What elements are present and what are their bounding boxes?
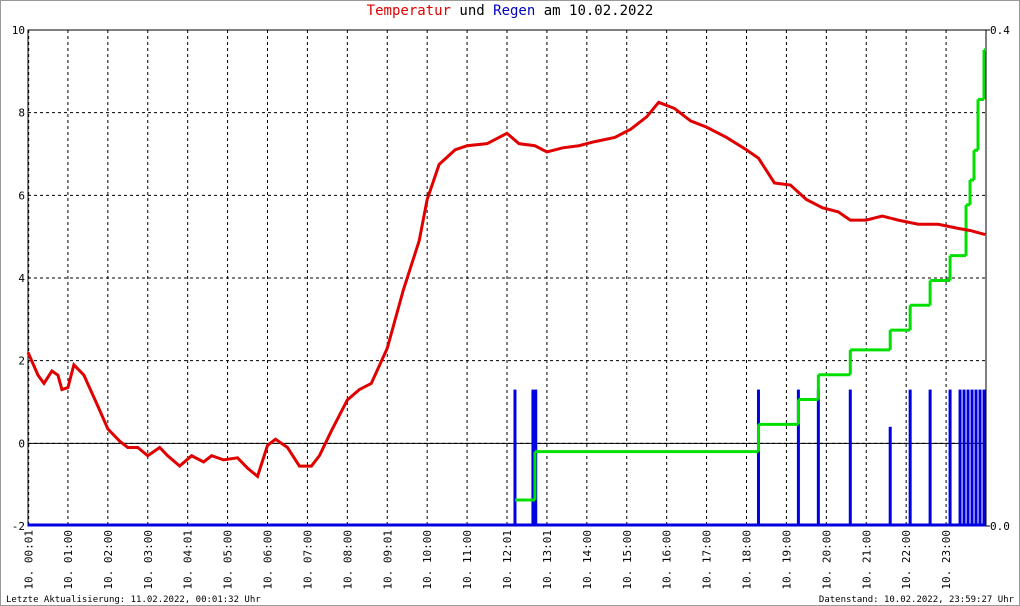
rain-bar bbox=[978, 389, 982, 526]
title-part: Regen bbox=[493, 3, 535, 19]
rain-bar bbox=[974, 389, 978, 526]
title-part: am 10.02.2022 bbox=[544, 3, 654, 19]
x-tick-label: 10. 01:00 bbox=[62, 530, 75, 590]
x-tick-label: 10. 22:00 bbox=[900, 530, 913, 590]
x-tick-label: 10. 09:01 bbox=[381, 530, 394, 590]
rain-bar bbox=[908, 389, 912, 526]
y-tick-label: 4 bbox=[18, 272, 25, 285]
x-tick-label: 10. 04:01 bbox=[182, 530, 195, 590]
x-tick-label: 10. 05:00 bbox=[222, 530, 235, 590]
x-tick-label: 10. 07:00 bbox=[301, 530, 314, 590]
x-tick-label: 10. 03:00 bbox=[142, 530, 155, 590]
x-tick-label: 10. 06:00 bbox=[262, 530, 275, 590]
x-tick-label: 10. 12:01 bbox=[501, 530, 514, 590]
x-tick-label: 10. 17:00 bbox=[701, 530, 714, 590]
y-tick-label: 10 bbox=[12, 24, 25, 37]
title-part: Temperatur bbox=[367, 3, 451, 19]
y-tick-label: 2 bbox=[18, 355, 25, 368]
x-tick-label: 10. 10:00 bbox=[421, 530, 434, 590]
x-tick-label: 10. 18:00 bbox=[741, 530, 754, 590]
footer-left: Letzte Aktualisierung: 11.02.2022, 00:01… bbox=[6, 595, 261, 605]
y-tick-label: 6 bbox=[18, 189, 25, 202]
temperature-line bbox=[26, 100, 986, 479]
y2-tick-label: 0.0 bbox=[990, 520, 1010, 533]
x-tick-label: 10. 00:01 bbox=[23, 530, 36, 590]
rain-bar bbox=[756, 389, 760, 526]
x-tick-label: 10. 23:00 bbox=[940, 530, 953, 590]
y-tick-label: -2 bbox=[12, 520, 25, 533]
x-tick-label: 10. 11:00 bbox=[461, 530, 474, 590]
x-tick-label: 10. 02:00 bbox=[102, 530, 115, 590]
x-tick-label: 10. 16:00 bbox=[661, 530, 674, 590]
y2-tick-label: 0.4 bbox=[990, 24, 1010, 37]
x-tick-label: 10. 19:00 bbox=[780, 530, 793, 590]
x-tick-label: 10. 08:00 bbox=[341, 530, 354, 590]
x-tick-label: 10. 20:00 bbox=[820, 530, 833, 590]
rain-bar bbox=[966, 389, 970, 526]
rain-bar bbox=[848, 389, 852, 526]
rain-bar bbox=[928, 389, 932, 526]
footer-right: Datenstand: 10.02.2022, 23:59:27 Uhr bbox=[819, 595, 1015, 605]
x-tick-label: 10. 13:01 bbox=[541, 530, 554, 590]
rain-bar bbox=[962, 389, 966, 526]
x-tick-label: 10. 14:00 bbox=[581, 530, 594, 590]
y-tick-label: 0 bbox=[18, 437, 25, 450]
x-tick-label: 10. 15:00 bbox=[621, 530, 634, 590]
rain-bar bbox=[970, 389, 974, 526]
rain-bar bbox=[982, 389, 986, 526]
rain-bar bbox=[958, 389, 962, 526]
rain-bar bbox=[531, 389, 535, 526]
title-part: und bbox=[459, 3, 484, 19]
rain-bar bbox=[888, 426, 892, 526]
x-tick-label: 10. 21:00 bbox=[860, 530, 873, 590]
rain-bar bbox=[948, 389, 952, 526]
y-tick-label: 8 bbox=[18, 107, 25, 120]
rain-bar bbox=[796, 389, 800, 526]
chart-title: Temperatur und Regen am 10.02.2022 bbox=[367, 3, 654, 19]
rain-bar bbox=[816, 389, 820, 526]
rain-bar bbox=[513, 389, 517, 526]
